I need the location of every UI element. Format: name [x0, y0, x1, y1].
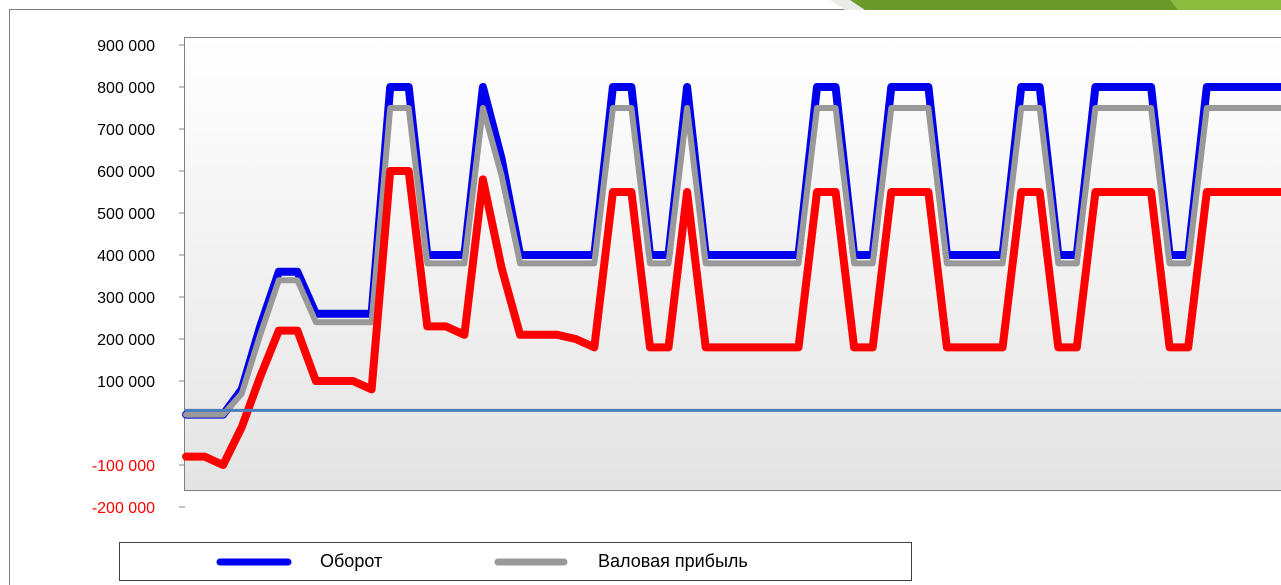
y-tick-label: 300 000: [97, 290, 155, 307]
y-tick-label: 200 000: [97, 332, 155, 349]
series-line-red: [182, 167, 1281, 469]
y-tick-label: -200 000: [92, 500, 155, 517]
corner-decoration: [830, 0, 1281, 10]
y-tick-group: 900 000 800 000 700 000 600 000 500 000 400 0…: [92, 38, 185, 517]
y-tick-label: 800 000: [97, 80, 155, 97]
y-tick-label: 100 000: [97, 374, 155, 391]
y-tick-label: -100 000: [92, 458, 155, 475]
y-tick-label: 900 000: [97, 38, 155, 55]
y-tick-label: 500 000: [97, 206, 155, 223]
y-tick-label: 700 000: [97, 122, 155, 139]
legend: Оборот Валовая прибыль: [119, 542, 912, 581]
y-tick-label: 400 000: [97, 248, 155, 265]
legend-label-gross-profit: Валовая прибыль: [598, 551, 748, 571]
corner-green-light-shape: [1170, 0, 1281, 10]
series-line-turnover: [182, 83, 1281, 419]
y-tick-label: 600 000: [97, 164, 155, 181]
series-group: [182, 83, 1281, 469]
legend-label-turnover: Оборот: [320, 551, 382, 571]
series-line-gross-profit: [183, 105, 1281, 418]
